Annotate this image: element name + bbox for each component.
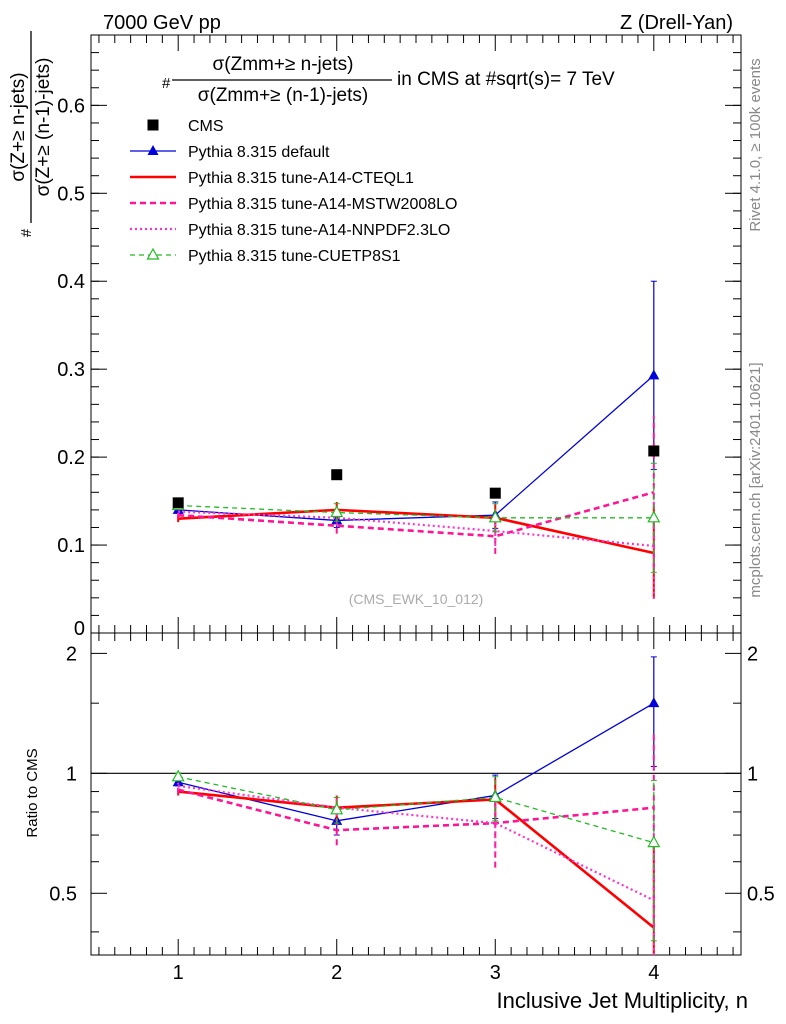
data-point <box>489 487 501 499</box>
series-pythia-8-315-tune-a14-cteql1 <box>177 501 655 599</box>
main-ytick-label: 0.6 <box>57 95 85 117</box>
data-point <box>330 505 344 518</box>
legend-item-cms: CMS <box>147 118 224 135</box>
data-point <box>648 369 660 380</box>
series-line-pythia-8-315-tune-a14-mstw2008lo <box>177 788 654 832</box>
legend-label: Pythia 8.315 tune-A14-CTEQL1 <box>188 170 414 187</box>
ratio-plot-frame <box>90 632 742 956</box>
main-ytick-label: 0.5 <box>57 183 85 205</box>
series-pythia-8-315-tune-a14-nnpdf2-3lo <box>177 782 655 955</box>
main-series-group <box>171 280 661 599</box>
series-pythia-8-315-tune-cuetp8s1 <box>171 769 661 942</box>
series-line-pythia-8-315-tune-a14-nnpdf2-3lo <box>178 510 654 548</box>
ratio-series-group <box>171 656 661 955</box>
xtick-label: 1 <box>173 962 184 984</box>
legend-marker <box>147 119 159 131</box>
title-suffix: in CMS at #sqrt(s)= 7 TeV <box>397 69 615 90</box>
main-ytick-label: 0.4 <box>57 271 85 293</box>
legend: CMS Pythia 8.315 default Pythia 8.315 tune… <box>130 118 457 265</box>
main-ylabel: # σ(Z+≥ n-jets) σ(Z+≥ (n-1)-jets) <box>8 31 54 237</box>
series-cms <box>172 445 660 509</box>
legend-item-pythia-8-315-tune-a14-cteql1: Pythia 8.315 tune-A14-CTEQL1 <box>130 170 414 187</box>
xtick-label: 2 <box>331 962 342 984</box>
plot-title: # σ(Zmm+≥ n-jets) σ(Zmm+≥ (n-1)-jets) in… <box>162 54 615 106</box>
ratio-ytick-label-right: 1 <box>747 763 758 785</box>
legend-label: Pythia 8.315 tune-A14-NNPDF2.3LO <box>188 222 450 239</box>
legend-marker <box>146 247 160 260</box>
mcplots-label: mcplots.cern.ch [arXiv:2401.10621] <box>747 362 764 597</box>
main-ytick-label: 0.1 <box>57 535 85 557</box>
data-point <box>330 802 344 815</box>
legend-item-pythia-8-315-tune-a14-nnpdf2-3lo: Pythia 8.315 tune-A14-NNPDF2.3LO <box>130 222 450 239</box>
main-ylabel-numerator: σ(Z+≥ n-jets) <box>8 72 29 181</box>
series-line-pythia-8-315-tune-a14-cteql1 <box>178 790 655 929</box>
legend-item-pythia-8-315-tune-a14-mstw2008lo: Pythia 8.315 tune-A14-MSTW2008LO <box>130 196 457 213</box>
data-point <box>488 790 502 803</box>
data-point <box>331 469 343 481</box>
legend-marker <box>147 145 159 155</box>
data-point <box>488 510 502 523</box>
data-point <box>647 835 661 848</box>
main-ytick-label: 0.3 <box>57 359 85 381</box>
ratio-axis-ticks: 0.5 0.5 1 1 2 2 1 2 3 4 <box>49 633 775 984</box>
series-line-pythia-8-315-tune-a14-cteql1 <box>178 508 655 555</box>
series-line-pythia-8-315-tune-cuetp8s1 <box>178 776 654 844</box>
title-hash: # <box>162 75 171 92</box>
main-ylabel-denominator: σ(Z+≥ (n-1)-jets) <box>33 58 54 197</box>
legend-label: CMS <box>188 118 224 135</box>
main-ytick-label: 0 <box>74 618 85 640</box>
legend-item-pythia-8-315-tune-cuetp8s1: Pythia 8.315 tune-CUETP8S1 <box>130 247 401 265</box>
series-pythia-8-315-tune-cuetp8s1 <box>171 462 661 573</box>
ratio-ytick-label: 0.5 <box>49 883 77 905</box>
ratio-ytick-label: 1 <box>66 763 77 785</box>
title-denominator: σ(Zmm+≥ (n-1)-jets) <box>198 85 368 106</box>
data-point <box>171 769 185 782</box>
data-point <box>648 697 660 708</box>
ratio-ytick-label-right: 0.5 <box>747 883 775 905</box>
legend-item-pythia-8-315-default: Pythia 8.315 default <box>130 144 330 161</box>
rivet-version-label: Rivet 4.1.0, ≥ 100k events <box>747 58 764 231</box>
series-line-pythia-8-315-default <box>178 702 655 822</box>
series-pythia-8-315-default <box>172 280 660 529</box>
legend-label: Pythia 8.315 tune-CUETP8S1 <box>188 248 401 265</box>
data-point <box>647 510 661 523</box>
header-process-label: Z (Drell-Yan) <box>620 12 733 34</box>
xtick-label: 4 <box>648 962 659 984</box>
data-point <box>172 497 184 509</box>
series-line-pythia-8-315-tune-cuetp8s1 <box>178 504 654 519</box>
ratio-ylabel: Ratio to CMS <box>24 748 41 837</box>
analysis-tag: (CMS_EWK_10_012) <box>349 591 484 607</box>
main-ylabel-hash: # <box>18 228 35 237</box>
data-point <box>648 445 660 457</box>
xtick-label: 3 <box>490 962 501 984</box>
series-pythia-8-315-default <box>172 656 660 836</box>
legend-label: Pythia 8.315 tune-A14-MSTW2008LO <box>188 196 457 213</box>
series-line-pythia-8-315-default <box>178 374 655 522</box>
ratio-ytick-label: 2 <box>66 643 77 665</box>
header-beam-label: 7000 GeV pp <box>103 12 221 34</box>
ratio-ytick-label-right: 2 <box>747 643 758 665</box>
series-pythia-8-315-tune-a14-nnpdf2-3lo <box>177 493 655 599</box>
series-pythia-8-315-tune-a14-mstw2008lo <box>177 733 655 941</box>
legend-label: Pythia 8.315 default <box>188 144 330 161</box>
x-axis-label: Inclusive Jet Multiplicity, n <box>497 988 748 1013</box>
main-ytick-label: 0.2 <box>57 447 85 469</box>
title-numerator: σ(Zmm+≥ n-jets) <box>213 54 354 75</box>
series-line-pythia-8-315-tune-a14-nnpdf2-3lo <box>178 784 655 902</box>
main-axis-ticks: 0 0.1 0.2 0.3 0.4 0.5 0.6 <box>57 34 741 640</box>
series-line-pythia-8-315-tune-a14-mstw2008lo <box>178 491 655 538</box>
